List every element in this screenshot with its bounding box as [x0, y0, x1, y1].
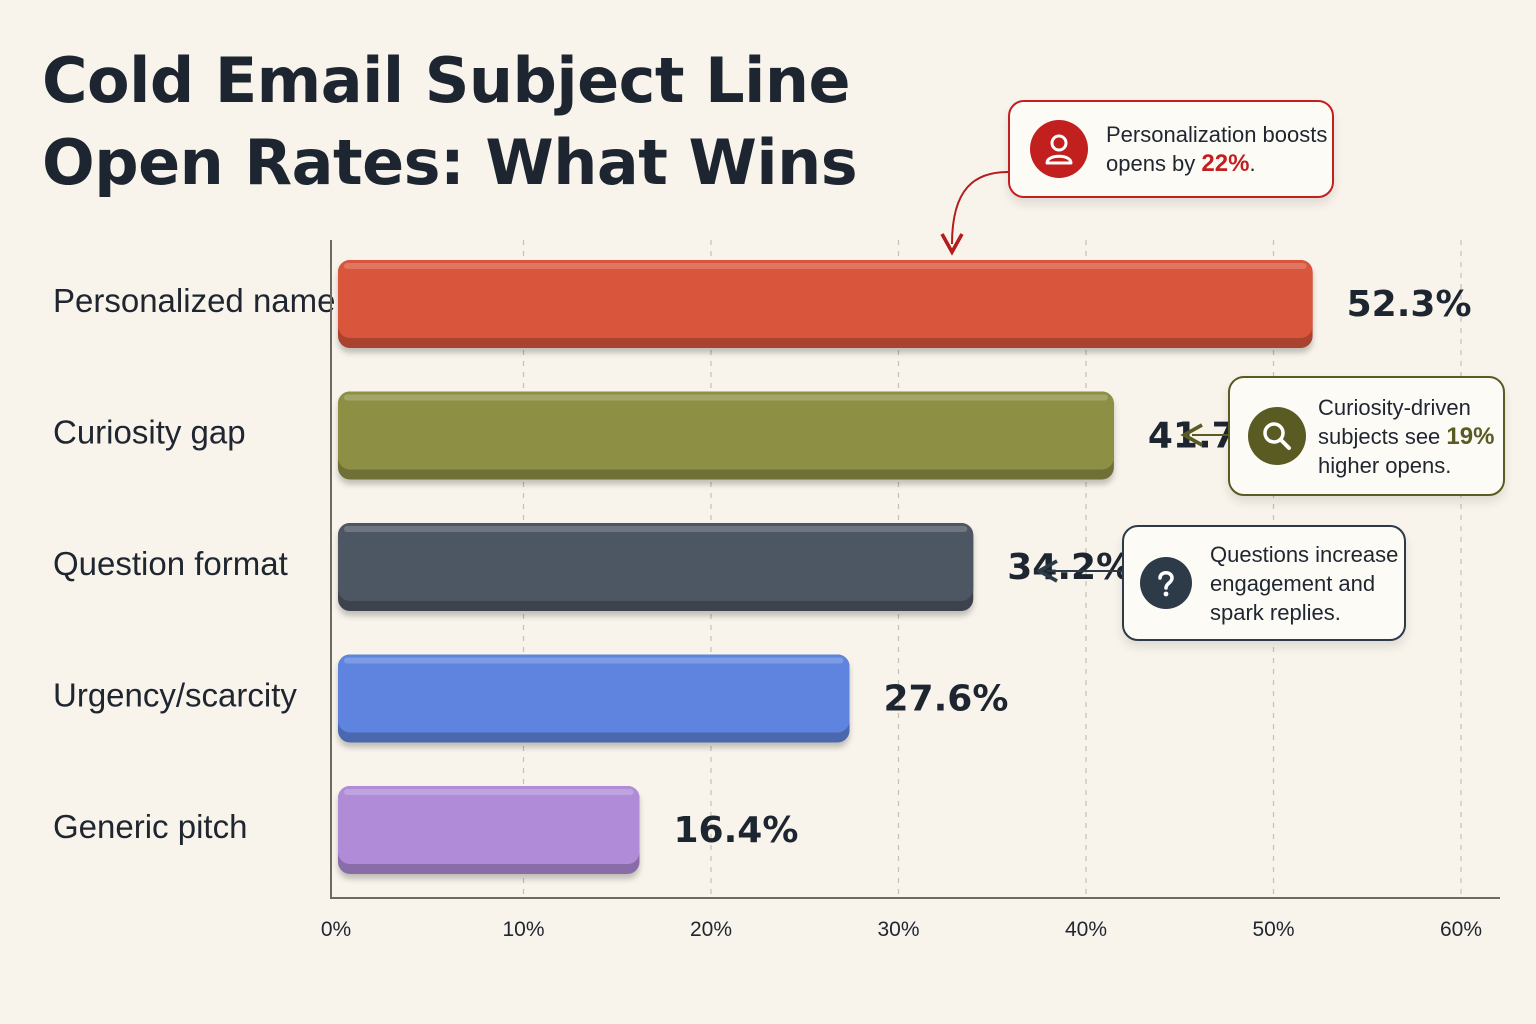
x-tick-label-30: 30% [877, 918, 919, 941]
category-label-urgency-scarcity: Urgency/scarcity [53, 677, 297, 714]
value-label-generic-pitch: 16.4% [674, 810, 799, 851]
bars [338, 260, 1313, 874]
bar-question-format [338, 523, 974, 611]
category-label-personalized-name: Personalized name [53, 282, 336, 319]
callout-question-text-before: Questions increase engagement and spark … [1210, 541, 1399, 625]
callout-personalization-text: Personalization boosts opens by 22%. [1106, 120, 1332, 178]
chart-title: Cold Email Subject Line Open Rates: What… [42, 40, 858, 204]
category-label-curiosity-gap: Curiosity gap [53, 414, 246, 451]
callout-personalization: Personalization boosts opens by 22%. [1008, 100, 1334, 198]
chart-title-line-1: Cold Email Subject Line [42, 44, 851, 117]
x-tick-label-0: 0% [321, 918, 351, 941]
bar-personalized-name [338, 260, 1313, 348]
category-labels: Personalized name Curiosity gap Question f… [53, 282, 336, 845]
value-label-urgency-scarcity: 27.6% [884, 679, 1009, 720]
bar-question-format-face [338, 523, 974, 601]
callout-personalization-text-after: . [1249, 151, 1256, 176]
callout-personalization-highlight: 22% [1201, 150, 1250, 177]
callout-personalization-text-before: Personalization boosts opens by [1106, 122, 1328, 176]
value-label-question-format: 34.2% [1007, 547, 1132, 588]
annotation-arrows [940, 171, 1228, 583]
magnifier-icon [1248, 407, 1306, 465]
bar-personalized-name-face [338, 260, 1313, 338]
callout-curiosity: Curiosity-driven subjects see 19% higher… [1228, 376, 1505, 496]
value-label-personalized-name: 52.3% [1347, 284, 1472, 325]
question-icon [1140, 557, 1192, 609]
callout-curiosity-text-after: higher opens. [1318, 452, 1452, 478]
bar-personalized-name-highlight [344, 263, 1307, 269]
arrow-personalization [940, 171, 1009, 256]
bar-curiosity-gap-face [338, 391, 1114, 470]
category-label-generic-pitch: Generic pitch [53, 808, 247, 845]
bar-generic-pitch-face [338, 786, 640, 864]
callout-question-text: Questions increase engagement and spark … [1210, 540, 1404, 627]
callout-curiosity-highlight: 19% [1446, 422, 1495, 450]
x-tick-label-50: 50% [1252, 918, 1294, 941]
bar-generic-pitch [338, 786, 640, 874]
category-label-question-format: Question format [53, 545, 288, 582]
x-tick-label-60: 60% [1440, 918, 1482, 941]
x-tick-label-10: 10% [502, 918, 544, 941]
person-icon [1030, 120, 1088, 178]
x-tick-label-40: 40% [1065, 918, 1107, 941]
bar-generic-pitch-highlight [344, 789, 634, 795]
bar-question-format-highlight [344, 526, 968, 532]
x-tick-label-20: 20% [690, 918, 732, 941]
chart-title-line-2: Open Rates: What Wins [42, 126, 858, 199]
bar-urgency-scarcity-face [338, 654, 850, 733]
bar-curiosity-gap-highlight [344, 394, 1108, 401]
bar-urgency-scarcity-highlight [344, 657, 844, 664]
tick-labels: 0% 10% 20% 30% 40% 50% 60% [321, 918, 1482, 941]
callout-curiosity-text: Curiosity-driven subjects see 19% higher… [1318, 393, 1503, 480]
callout-curiosity-text-before: Curiosity-driven subjects see [1318, 394, 1471, 449]
callout-question: Questions increase engagement and spark … [1122, 525, 1406, 641]
axes [330, 240, 1500, 899]
bar-urgency-scarcity [338, 654, 850, 743]
bar-curiosity-gap [338, 391, 1114, 480]
